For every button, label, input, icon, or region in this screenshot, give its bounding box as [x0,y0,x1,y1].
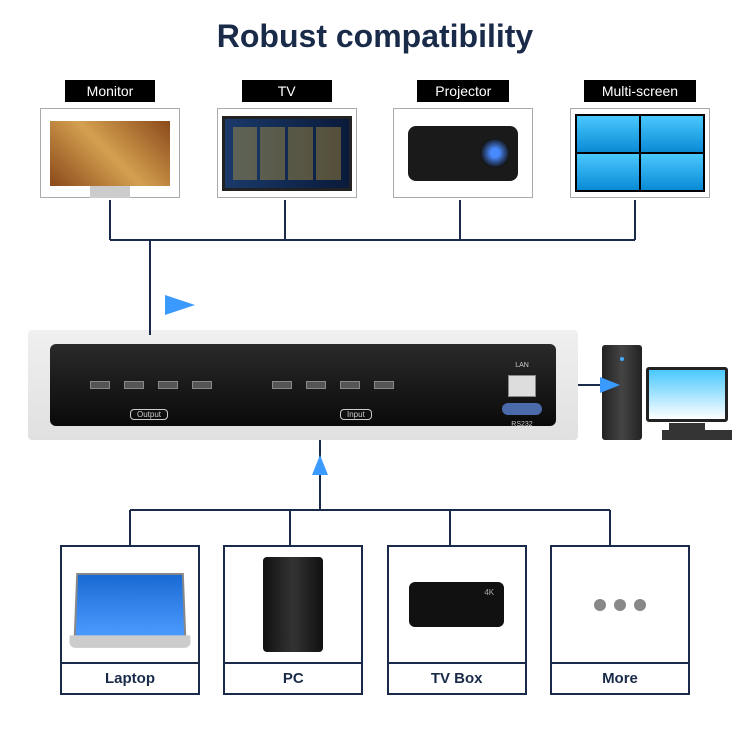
output-tv: TV [217,80,357,198]
lan-port [508,375,536,397]
input-ports [272,381,394,389]
tvbox-label: TV Box [389,662,525,693]
rs232-label: RS232 [511,421,532,428]
rs232-port [502,403,542,415]
lan-label: LAN [515,362,529,369]
input-more: More [550,545,690,695]
pc-monitor-icon [646,367,728,422]
control-pc [602,320,732,440]
input-pc: PC [223,545,363,695]
output-multiscreen: Multi-screen [570,80,710,198]
hdmi-switch-device: LAN RS232 [28,330,578,440]
output-monitor: Monitor [40,80,180,198]
monitor-image [40,108,180,198]
projector-image [393,108,533,198]
keyboard-icon [662,430,732,440]
control-ports: LAN RS232 [502,362,542,428]
pc-label: PC [225,662,361,693]
laptop-image [62,547,198,662]
tvbox-image [389,547,525,662]
output-projector: Projector [393,80,533,198]
more-image [552,547,688,662]
page-title: Robust compatibility [0,0,750,55]
monitor-label: Monitor [65,80,155,102]
output-ports [90,381,212,389]
pc-tower-icon [602,345,642,440]
input-laptop: Laptop [60,545,200,695]
input-tvbox: TV Box [387,545,527,695]
tv-label: TV [242,80,332,102]
input-devices-row: Laptop PC TV Box More [60,545,690,695]
tv-image [217,108,357,198]
more-label: More [552,662,688,693]
switch-body: LAN RS232 [50,344,556,427]
output-devices-row: Monitor TV Projector Multi-screen [40,80,710,198]
multiscreen-label: Multi-screen [584,80,696,102]
pc-image [225,547,361,662]
multiscreen-image [570,108,710,198]
projector-label: Projector [417,80,509,102]
laptop-label: Laptop [62,662,198,693]
